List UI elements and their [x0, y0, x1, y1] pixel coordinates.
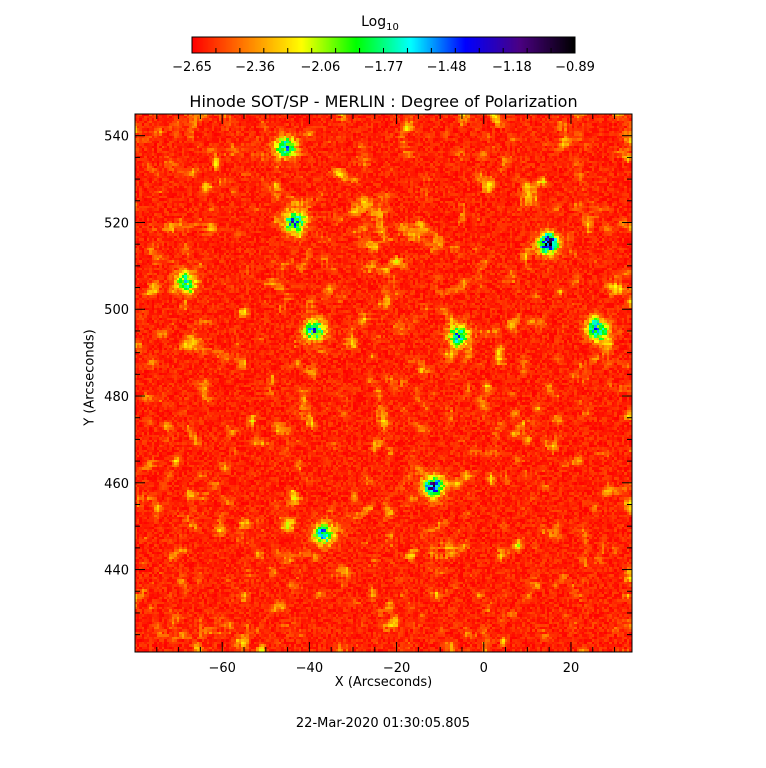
plot-frame — [134, 113, 633, 653]
colorbar-tick-label: −2.36 — [235, 60, 275, 75]
heatmap-image — [135, 114, 632, 652]
colorbar-tick-label: −1.18 — [492, 60, 532, 75]
y-tick-label: 440 — [104, 564, 129, 579]
colorbar-tick-label: −2.65 — [172, 60, 212, 75]
x-tick-label: −40 — [296, 661, 323, 676]
x-axis-label: X (Arcseconds) — [334, 675, 433, 690]
y-tick-label: 500 — [104, 303, 129, 318]
chart-title: Hinode SOT/SP - MERLIN : Degree of Polar… — [189, 92, 578, 111]
colorbar-tick-label: −1.48 — [427, 60, 467, 75]
y-axis-label: Y (Arcseconds) — [82, 329, 98, 426]
x-tick-label: −20 — [383, 661, 410, 676]
colorbar-tick-label: −0.89 — [555, 60, 595, 75]
y-tick-label: 480 — [104, 390, 129, 405]
colorbar-tick-label: −1.77 — [364, 60, 404, 75]
colorbar-title-text: Log — [361, 14, 387, 30]
timestamp: 22-Mar-2020 01:30:05.805 — [295, 716, 471, 731]
x-tick-label: 20 — [563, 661, 580, 676]
y-tick-label: 540 — [104, 130, 129, 145]
x-tick-label: −60 — [208, 661, 235, 676]
colorbar-title-subscript: 10 — [386, 21, 399, 33]
y-tick-label: 520 — [104, 216, 129, 231]
y-tick-label: 460 — [104, 477, 129, 492]
colorbar-title: Log10 — [340, 14, 420, 33]
colorbar-tick-label: −2.06 — [300, 60, 340, 75]
x-tick-label: 0 — [480, 661, 488, 676]
